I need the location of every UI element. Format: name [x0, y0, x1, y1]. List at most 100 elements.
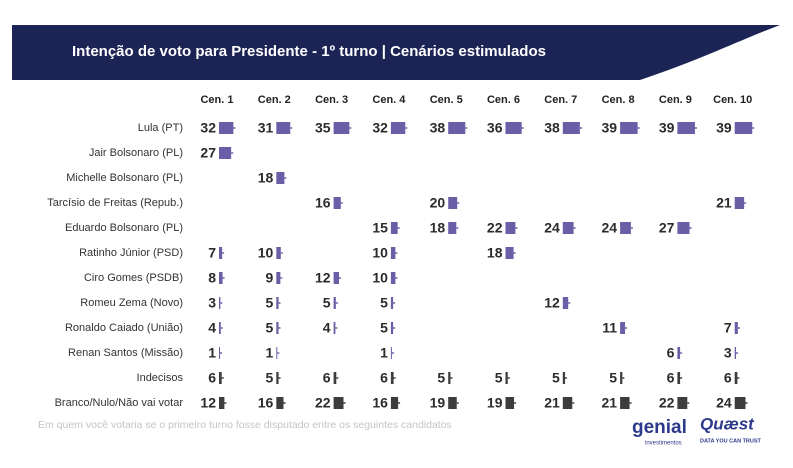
value-label: 22 [659, 395, 675, 411]
bar [276, 297, 279, 309]
bar [219, 247, 223, 259]
row-label: Renan Santos (Missão) [68, 347, 183, 359]
value-label: 10 [372, 270, 388, 286]
bar [333, 397, 344, 409]
bar [390, 247, 396, 259]
value-label: 12 [315, 270, 331, 286]
bar [620, 322, 626, 334]
bar [562, 372, 566, 384]
value-label: 21 [544, 395, 560, 411]
bar [505, 397, 515, 409]
value-label: 35 [315, 120, 331, 136]
value-label: 18 [258, 170, 274, 186]
bar [448, 372, 451, 384]
value-label: 27 [200, 145, 216, 161]
value-label: 7 [724, 320, 732, 336]
bar [505, 122, 522, 134]
header-band [12, 25, 780, 80]
row-label: Jair Bolsonaro (PL) [89, 147, 183, 159]
column-header: Cen. 9 [659, 94, 692, 106]
value-label: 38 [544, 120, 560, 136]
row-label: Michelle Bolsonaro (PL) [66, 172, 183, 184]
bar [562, 122, 580, 134]
value-label: 16 [315, 195, 331, 211]
bar [219, 322, 221, 334]
row-label: Lula (PT) [138, 122, 183, 134]
value-label: 4 [208, 320, 216, 336]
value-label: 11 [602, 320, 617, 336]
value-label: 6 [667, 345, 675, 361]
value-label: 1 [208, 345, 216, 361]
bar [505, 222, 516, 234]
value-label: 6 [724, 370, 732, 386]
bar [276, 172, 285, 184]
bar [562, 397, 573, 409]
bar [677, 397, 688, 409]
logo-quaest-sub: DATA YOU CAN TRUST [700, 438, 762, 444]
bar [390, 372, 394, 384]
bar [734, 347, 737, 359]
bar [333, 122, 350, 134]
value-label: 9 [266, 270, 274, 286]
value-label: 21 [716, 195, 732, 211]
value-label: 6 [208, 370, 216, 386]
value-label: 3 [724, 345, 732, 361]
row-label: Indecisos [137, 372, 184, 384]
bar [333, 297, 336, 309]
value-label: 1 [380, 345, 388, 361]
bar [448, 397, 457, 409]
value-label: 20 [430, 195, 446, 211]
value-label: 5 [552, 370, 560, 386]
value-label: 5 [495, 370, 503, 386]
value-label: 8 [208, 270, 216, 286]
value-label: 6 [380, 370, 388, 386]
value-label: 10 [258, 245, 274, 261]
column-header: Cen. 8 [602, 94, 635, 106]
column-header: Cen. 4 [372, 94, 406, 106]
value-label: 5 [266, 320, 274, 336]
bar [734, 197, 745, 209]
value-label: 5 [266, 295, 274, 311]
row-label: Romeu Zema (Novo) [80, 297, 183, 309]
value-label: 39 [602, 120, 618, 136]
value-label: 36 [487, 120, 503, 136]
row-label: Tarcísio de Freitas (Repub.) [47, 197, 183, 209]
bar [390, 347, 392, 359]
value-label: 12 [544, 295, 560, 311]
bar [734, 122, 753, 134]
value-label: 38 [430, 120, 446, 136]
value-label: 32 [200, 120, 216, 136]
bar [390, 222, 398, 234]
bar [276, 122, 291, 134]
bar [677, 222, 690, 234]
bar [677, 372, 681, 384]
column-header: Cen. 6 [487, 94, 520, 106]
column-header: Cen. 5 [430, 94, 463, 106]
value-label: 1 [266, 345, 274, 361]
column-header: Cen. 10 [713, 94, 752, 106]
value-label: 4 [323, 320, 331, 336]
bar [333, 322, 336, 334]
value-label: 24 [716, 395, 732, 411]
bar [734, 322, 738, 334]
bar [219, 397, 225, 409]
value-label: 5 [323, 295, 331, 311]
bar [390, 397, 399, 409]
value-label: 5 [380, 295, 388, 311]
bar [505, 372, 508, 384]
value-label: 19 [430, 395, 446, 411]
value-label: 39 [716, 120, 732, 136]
bar [390, 272, 396, 284]
value-label: 22 [315, 395, 331, 411]
logo-genial: genial [632, 417, 687, 438]
value-label: 19 [487, 395, 503, 411]
value-label: 12 [200, 395, 216, 411]
value-label: 16 [258, 395, 274, 411]
value-label: 22 [487, 220, 503, 236]
bar [448, 122, 466, 134]
value-label: 6 [323, 370, 331, 386]
footnote: Em quem você votaria se o primeiro turno… [38, 419, 452, 431]
column-header: Cen. 1 [200, 94, 233, 106]
value-label: 5 [266, 370, 274, 386]
